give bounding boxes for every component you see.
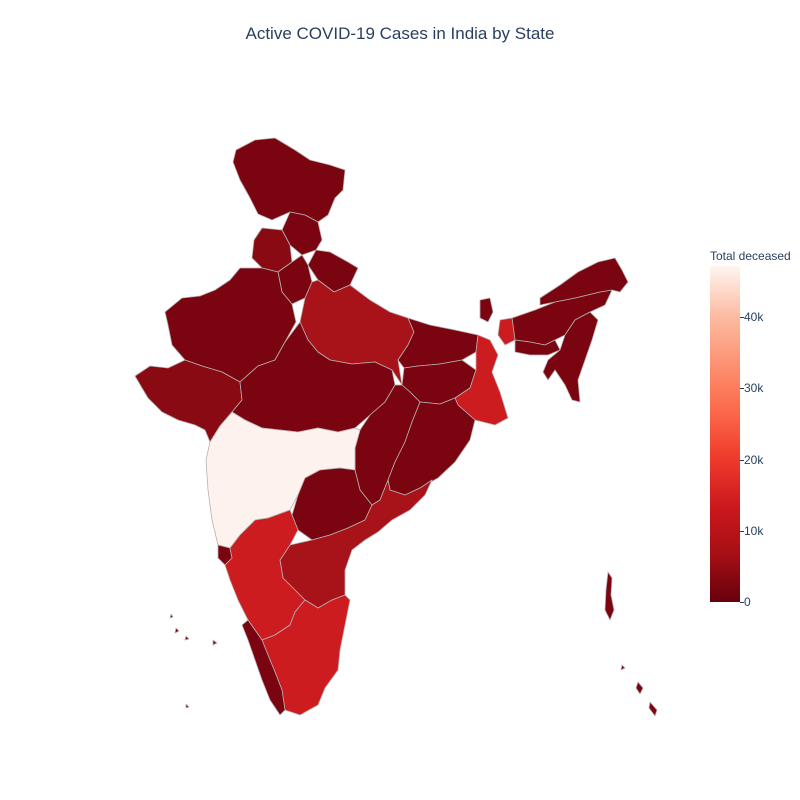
map-title: Active COVID-19 Cases in India by State [245,24,555,43]
region-andaman-nicobar[interactable] [604,571,658,717]
colorbar-tick-label: 20k [744,453,764,467]
colorbar-tickmark [740,388,744,389]
colorbar-tickmark [740,317,744,318]
region-arunachal-pradesh[interactable] [539,257,629,306]
colorbar-tickmark [740,602,744,603]
region-lakshadweep[interactable] [169,613,218,709]
region-sikkim[interactable] [479,297,494,323]
colorbar-tickmark [740,531,744,532]
colorbar-tick-label: 40k [744,310,764,324]
colorbar-tick-label: 10k [744,524,764,538]
colorbar-tick-label: 30k [744,381,764,395]
region-tamil-nadu[interactable] [261,594,351,716]
region-west-bengal[interactable] [454,334,509,426]
colorbar-tick-label: 0 [744,595,751,609]
region-karnataka[interactable] [224,509,306,641]
colorbar-title: Total deceased [710,249,791,263]
colorbar-gradient [710,266,740,602]
region-tripura[interactable] [497,317,516,346]
region-jammu-kashmir[interactable] [232,137,346,223]
region-andhra-pradesh[interactable] [279,479,433,609]
region-northeast-south[interactable] [542,311,599,403]
region-gujarat[interactable] [134,359,243,443]
colorbar-tickmark [740,460,744,461]
region-kerala[interactable] [241,619,286,716]
